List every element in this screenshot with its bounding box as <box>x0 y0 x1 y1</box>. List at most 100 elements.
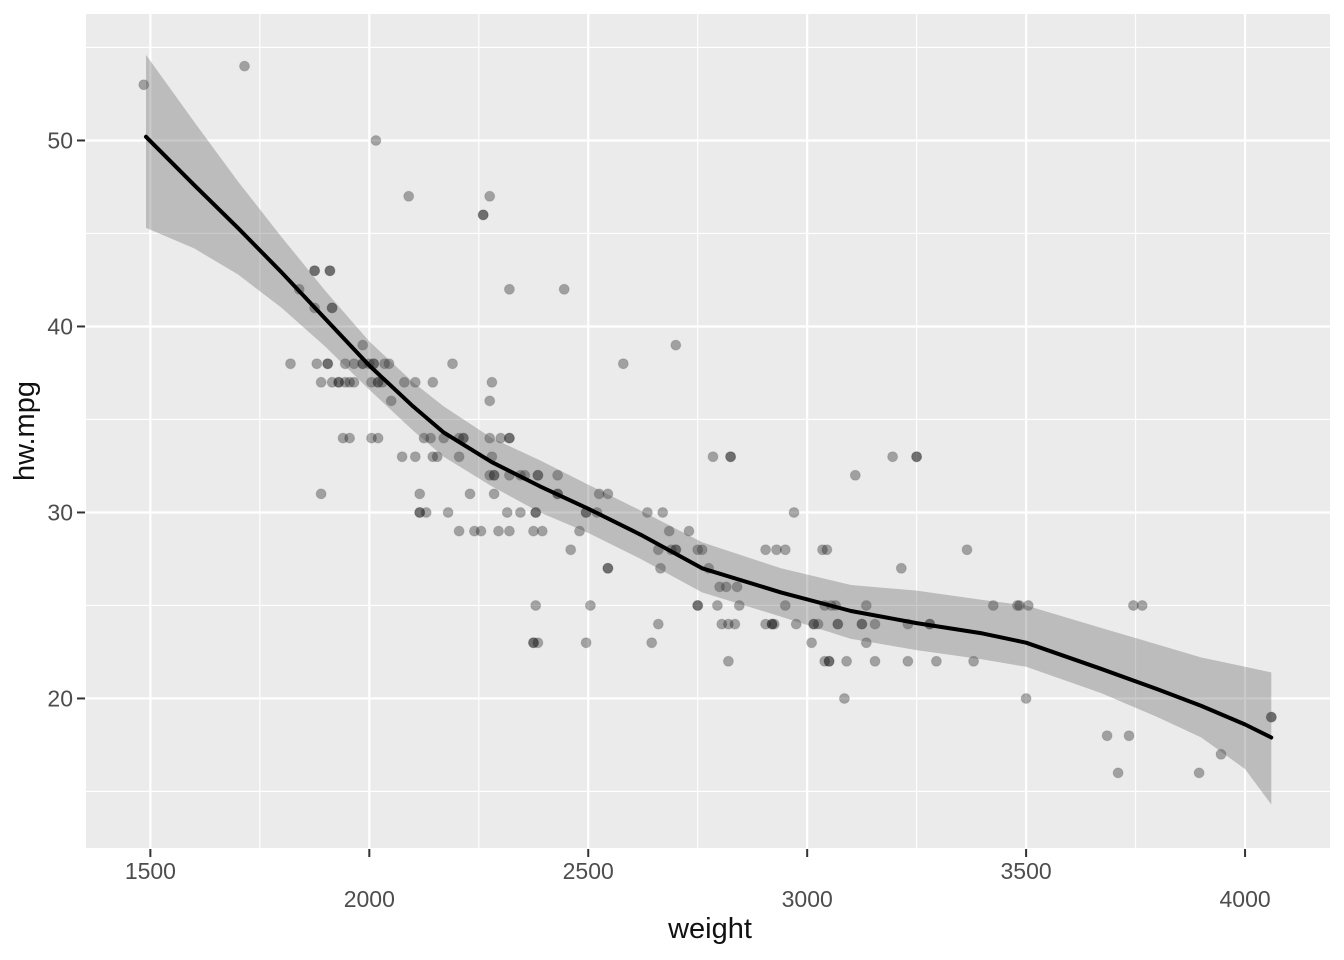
data-point <box>528 637 539 649</box>
data-point <box>692 600 704 611</box>
data-point <box>1136 600 1148 611</box>
data-point <box>372 376 384 388</box>
data-point <box>930 655 942 667</box>
data-point <box>431 451 443 463</box>
data-point <box>285 358 296 370</box>
data-point <box>655 562 666 574</box>
data-point <box>771 544 782 556</box>
data-point <box>968 655 980 667</box>
major-gridlines <box>86 14 1330 848</box>
data-point <box>692 544 704 556</box>
data-point <box>823 655 835 667</box>
data-point <box>315 376 327 388</box>
x-axis-tick-label: 3500 <box>1001 858 1052 884</box>
data-point <box>528 637 539 649</box>
data-point <box>475 525 487 537</box>
data-point <box>495 432 507 444</box>
data-point <box>911 451 923 463</box>
data-point <box>849 469 861 481</box>
x-axis-tick-label: 1500 <box>125 858 176 884</box>
data-point <box>339 358 351 370</box>
data-point <box>484 395 496 407</box>
data-point <box>731 581 743 593</box>
data-point <box>501 507 513 518</box>
data-point <box>427 376 439 388</box>
data-point <box>366 376 377 388</box>
y-axis-tick-label: 30 <box>47 500 73 526</box>
data-point <box>453 525 465 537</box>
data-point <box>696 544 708 556</box>
data-point <box>683 525 695 537</box>
data-point <box>733 600 745 611</box>
minor-gridlines <box>86 14 1330 848</box>
data-point <box>1112 767 1124 779</box>
data-point <box>646 637 658 649</box>
data-point <box>1265 711 1277 723</box>
axis-tick-marks <box>77 139 1247 857</box>
x-axis-title: weight <box>667 913 752 945</box>
data-point <box>370 135 382 146</box>
x-axis-tick-label: 3000 <box>782 886 833 912</box>
data-point <box>819 655 831 667</box>
y-axis-title: hw.mpg <box>9 381 41 481</box>
data-point <box>333 376 345 388</box>
data-point <box>239 60 250 72</box>
data-point <box>779 544 791 556</box>
x-axis-tick-label: 2500 <box>563 858 614 884</box>
data-point <box>348 376 360 388</box>
data-point <box>593 488 605 500</box>
data-point <box>530 507 542 518</box>
data-point <box>760 544 772 556</box>
data-point <box>602 488 614 500</box>
data-point <box>1127 600 1139 611</box>
data-point <box>860 637 872 649</box>
data-point <box>366 432 377 444</box>
data-point <box>729 618 741 630</box>
data-point <box>895 562 907 574</box>
data-point <box>584 600 596 611</box>
data-point <box>484 190 496 202</box>
data-point <box>326 376 338 388</box>
data-point <box>468 525 480 537</box>
data-point <box>1193 767 1205 779</box>
data-point <box>503 432 515 444</box>
data-point <box>911 451 923 463</box>
data-point <box>987 600 999 611</box>
scatter-points <box>138 60 1277 779</box>
data-point <box>324 265 336 277</box>
data-point <box>670 339 682 351</box>
data-point <box>722 655 734 667</box>
data-point <box>324 265 336 277</box>
data-point <box>344 376 356 388</box>
data-point <box>1014 600 1025 611</box>
confidence-ribbon <box>146 54 1272 805</box>
data-point <box>414 507 426 518</box>
y-axis-tick-labels: 20 30 40 50 <box>47 128 73 712</box>
data-point <box>409 451 421 463</box>
data-point <box>528 525 539 537</box>
data-point <box>869 655 881 667</box>
data-point <box>503 525 515 537</box>
data-point <box>427 451 439 463</box>
data-point <box>418 432 430 444</box>
data-point <box>779 600 791 611</box>
data-point <box>860 600 872 611</box>
data-point <box>322 358 334 370</box>
data-point <box>788 507 800 518</box>
data-point <box>565 544 577 556</box>
data-point <box>832 618 844 630</box>
data-point <box>768 618 780 630</box>
data-point <box>692 600 704 611</box>
x-axis-tick-label: 4000 <box>1220 886 1271 912</box>
data-point <box>309 265 321 277</box>
data-point <box>841 655 853 667</box>
data-point <box>812 618 824 630</box>
data-point <box>348 358 360 370</box>
data-point <box>398 376 410 388</box>
loess-line <box>144 134 1274 740</box>
data-point <box>1020 693 1032 704</box>
data-point <box>477 209 489 221</box>
data-point <box>420 507 432 518</box>
data-point <box>488 488 500 500</box>
